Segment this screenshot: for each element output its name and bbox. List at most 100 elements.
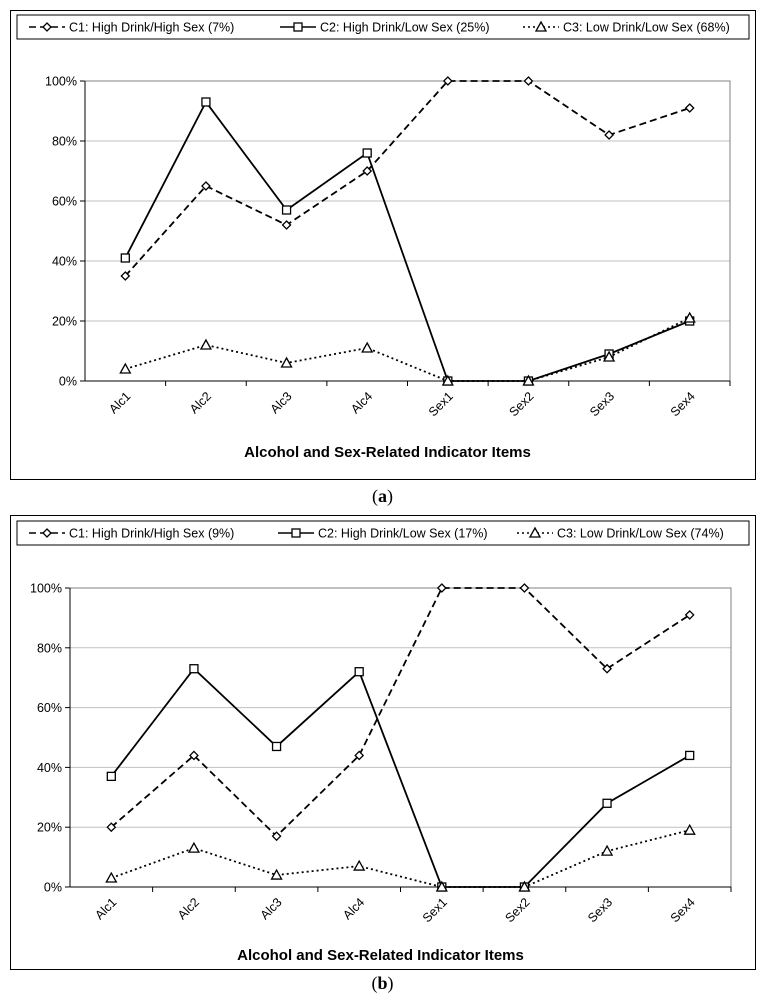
chart-b-series-3-point: [518, 880, 531, 892]
chart-b-ytick-label: 40%: [37, 761, 62, 775]
chart-b-xtick-label: Sex1: [420, 895, 450, 925]
chart-panel-b: C1: High Drink/High Sex (9%) C2: High Dri…: [10, 515, 756, 970]
chart-b-ytick-label: 20%: [37, 821, 62, 835]
chart-a-legend-box: [16, 14, 750, 40]
chart-b-ytick-label: 0%: [44, 881, 62, 895]
chart-a-ytick-label: 80%: [52, 135, 77, 149]
chart-a-series-1-point: [362, 166, 373, 176]
chart-a-xtick-label: Sex3: [587, 389, 617, 419]
chart-a-ytick-label: 100%: [45, 75, 77, 89]
chart-a-ytick-label: 40%: [52, 255, 77, 269]
chart-b-series-2-point: [685, 750, 695, 761]
chart-b-xtick-label: Sex4: [668, 895, 698, 925]
chart-b-xtick-label: Alc4: [340, 895, 367, 922]
chart-b-xtick-label: Alc2: [175, 895, 202, 922]
chart-b-legend-label-3: C3: Low Drink/Low Sex (74%): [557, 527, 724, 541]
chart-b-legend-marker-3: [528, 526, 542, 538]
chart-b-ytick-label: 80%: [37, 641, 62, 655]
chart-a-ytick-label: 60%: [52, 195, 77, 209]
chart-b-legend-box: [16, 520, 750, 546]
chart-b-series-2-line: [110, 667, 691, 888]
chart-a-xtick-label: Alc4: [348, 389, 375, 416]
chart-a-series-2-point: [120, 253, 130, 263]
chart-a-series-1-point: [442, 76, 453, 86]
chart-b-legend-marker-1: [42, 528, 52, 538]
chart-a-series-1-point: [201, 181, 211, 191]
chart-a-svg: C1: High Drink/High Sex (7%) C2: High Dri…: [16, 14, 750, 461]
chart-a-xtick-label: Sex4: [668, 389, 698, 419]
chart-b-series-1-point: [436, 583, 447, 593]
chart-a-series-3-point: [199, 338, 213, 350]
chart-a-legend-label-2: C2: High Drink/Low Sex (25%): [320, 21, 490, 35]
chart-b-series-3-point: [270, 868, 283, 880]
chart-b-xtick-label: Sex2: [503, 895, 533, 925]
chart-b-legend-label-1: C1: High Drink/High Sex (9%): [69, 527, 234, 541]
chart-b-series-1-point: [519, 583, 530, 593]
chart-a-xtick-label: Alc2: [187, 389, 214, 416]
chart-b-series-2-point: [106, 771, 116, 782]
chart-b-xtick-label: Alc1: [92, 895, 119, 922]
chart-a-xtick-label: Alc1: [106, 389, 133, 416]
chart-b-series-2-point: [354, 667, 364, 677]
chart-a-series-1-line: [124, 80, 690, 277]
chart-a-series-2-line: [124, 100, 691, 382]
chart-a-series-3-line: [125, 317, 691, 382]
chart-b-series-3-point: [683, 823, 696, 835]
chart-a-series-3-point: [441, 374, 454, 386]
chart-b-xtick-label: Sex3: [585, 895, 615, 925]
caption-b: (b): [371, 973, 394, 993]
caption-a: (a): [372, 486, 393, 506]
chart-a-series-1-point: [523, 76, 534, 86]
chart-b-series-3-point: [353, 859, 366, 871]
chart-b-ytick-label: 60%: [37, 701, 62, 715]
chart-a-series-3-point: [602, 350, 616, 362]
chart-a-series-1-point: [281, 220, 292, 230]
chart-a-series-2-point: [362, 148, 372, 158]
chart-a-series-1-point: [120, 271, 131, 281]
chart-a-series-1-point: [604, 130, 614, 140]
chart-a-xtick-label: Alc3: [268, 389, 295, 416]
chart-a-series-3-point: [361, 341, 374, 353]
chart-a-legend-label-1: C1: High Drink/High Sex (7%): [69, 21, 234, 35]
chart-b-series-3-line: [111, 829, 690, 888]
chart-b-series-1-point: [354, 750, 365, 761]
chart-b-series-1-point: [189, 750, 199, 761]
chart-b-legend-marker-2: [291, 528, 301, 538]
chart-a-series-3-point: [280, 356, 293, 368]
chart-a-legend-marker-2: [293, 22, 303, 32]
caption-b-letter: b: [377, 973, 388, 993]
chart-b-series-2-point: [602, 798, 612, 808]
chart-b-legend-label-2: C2: High Drink/Low Sex (17%): [318, 527, 488, 541]
chart-a-series-3-point: [522, 374, 535, 386]
chart-b-xtick-label: Alc3: [258, 895, 285, 922]
caption-a-letter: a: [378, 486, 387, 506]
chart-b-svg: C1: High Drink/High Sex (9%) C2: High Dri…: [16, 520, 750, 964]
chart-a-series-1-point: [684, 103, 695, 113]
chart-b-series-3-point: [435, 880, 448, 892]
chart-a-legend-marker-1: [42, 22, 52, 32]
chart-b-series-2-point: [271, 741, 282, 752]
chart-b-series-3-point: [600, 844, 614, 856]
chart-a-ytick-label: 20%: [52, 315, 77, 329]
chart-a-legend-label-3: C3: Low Drink/Low Sex (68%): [563, 21, 730, 35]
chart-panel-a: C1: High Drink/High Sex (7%) C2: High Dri…: [10, 10, 756, 480]
chart-a-series-2-point: [201, 97, 211, 107]
chart-b-x-axis-title: Alcohol and Sex-Related Indicator Items: [237, 947, 524, 964]
chart-b-series-1-point: [602, 663, 612, 674]
chart-a-x-axis-title: Alcohol and Sex-Related Indicator Items: [244, 444, 531, 461]
chart-b-series-3-point: [187, 841, 201, 853]
chart-a-legend-marker-3: [534, 20, 548, 32]
chart-a-xtick-label: Sex1: [426, 389, 456, 419]
chart-b-series-1-point: [271, 831, 282, 842]
chart-a-ytick-label: 0%: [59, 375, 77, 389]
chart-b-series-1-point: [684, 609, 695, 620]
chart-b-ytick-label: 100%: [30, 582, 62, 596]
chart-b-series-1-line: [110, 587, 691, 838]
chart-b-series-3-point: [105, 871, 118, 883]
chart-b-series-2-point: [189, 664, 199, 674]
chart-a-xtick-label: Sex2: [507, 389, 537, 419]
chart-b-series-1-point: [106, 822, 117, 833]
chart-a-series-3-point: [119, 362, 132, 374]
chart-b-plot-frame: [69, 587, 732, 888]
chart-a-series-3-point: [683, 311, 696, 323]
